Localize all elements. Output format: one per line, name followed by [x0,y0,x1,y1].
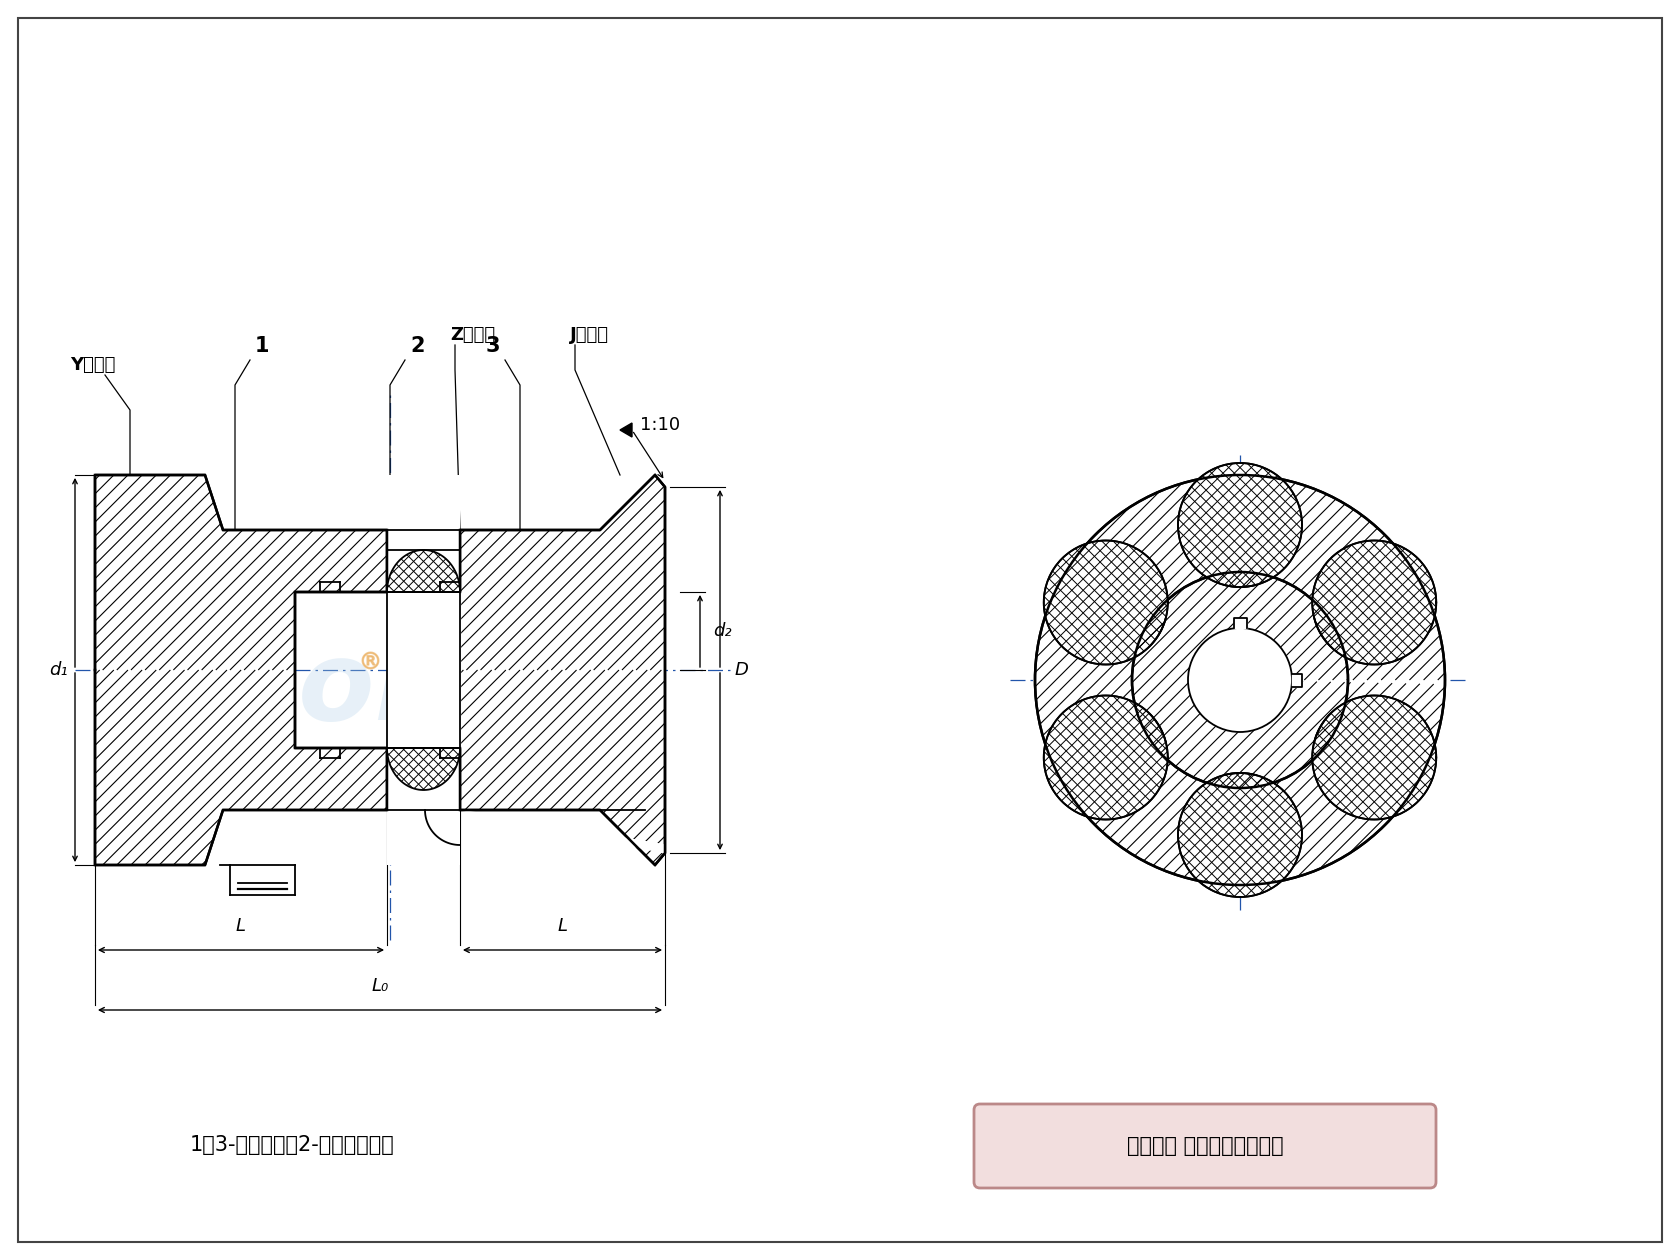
Circle shape [1043,696,1168,819]
Circle shape [1312,696,1436,819]
Text: Y型轴孔: Y型轴孔 [71,357,116,374]
Text: L: L [235,917,245,935]
Text: L₀: L₀ [371,976,388,995]
Polygon shape [96,475,386,866]
Text: 2: 2 [410,336,425,357]
Polygon shape [230,866,296,895]
Text: d₂: d₂ [712,622,731,640]
Polygon shape [386,530,460,592]
Polygon shape [1292,674,1302,687]
Circle shape [1178,772,1302,897]
Circle shape [1188,627,1292,732]
Polygon shape [1233,617,1247,627]
Text: d₁: d₁ [49,662,67,679]
Polygon shape [393,475,665,866]
Polygon shape [386,475,460,866]
Text: Roke: Roke [218,636,521,743]
Polygon shape [620,423,632,437]
Polygon shape [460,810,665,853]
Circle shape [1132,572,1347,788]
Text: L: L [558,917,568,935]
Circle shape [1043,541,1168,664]
Circle shape [1312,541,1436,664]
Polygon shape [386,551,460,592]
Polygon shape [386,748,460,810]
Text: D: D [736,662,749,679]
Circle shape [1035,475,1445,885]
Text: Z型轴孔: Z型轴孔 [450,326,496,344]
Text: e: e [1218,600,1302,721]
Circle shape [1178,462,1302,587]
FancyBboxPatch shape [974,1104,1436,1188]
Polygon shape [386,592,460,748]
Text: 1:10: 1:10 [640,416,680,433]
Text: 版权所有 侵权必被严厉追究: 版权所有 侵权必被严厉追究 [1127,1137,1284,1155]
Polygon shape [386,748,460,790]
Text: 1、3-半联轴器；2-梅花形弹性件: 1、3-半联轴器；2-梅花形弹性件 [190,1135,395,1155]
Text: 3: 3 [486,336,501,357]
Text: J型轴孔: J型轴孔 [570,326,610,344]
Polygon shape [386,592,460,748]
Text: 1: 1 [255,336,269,357]
